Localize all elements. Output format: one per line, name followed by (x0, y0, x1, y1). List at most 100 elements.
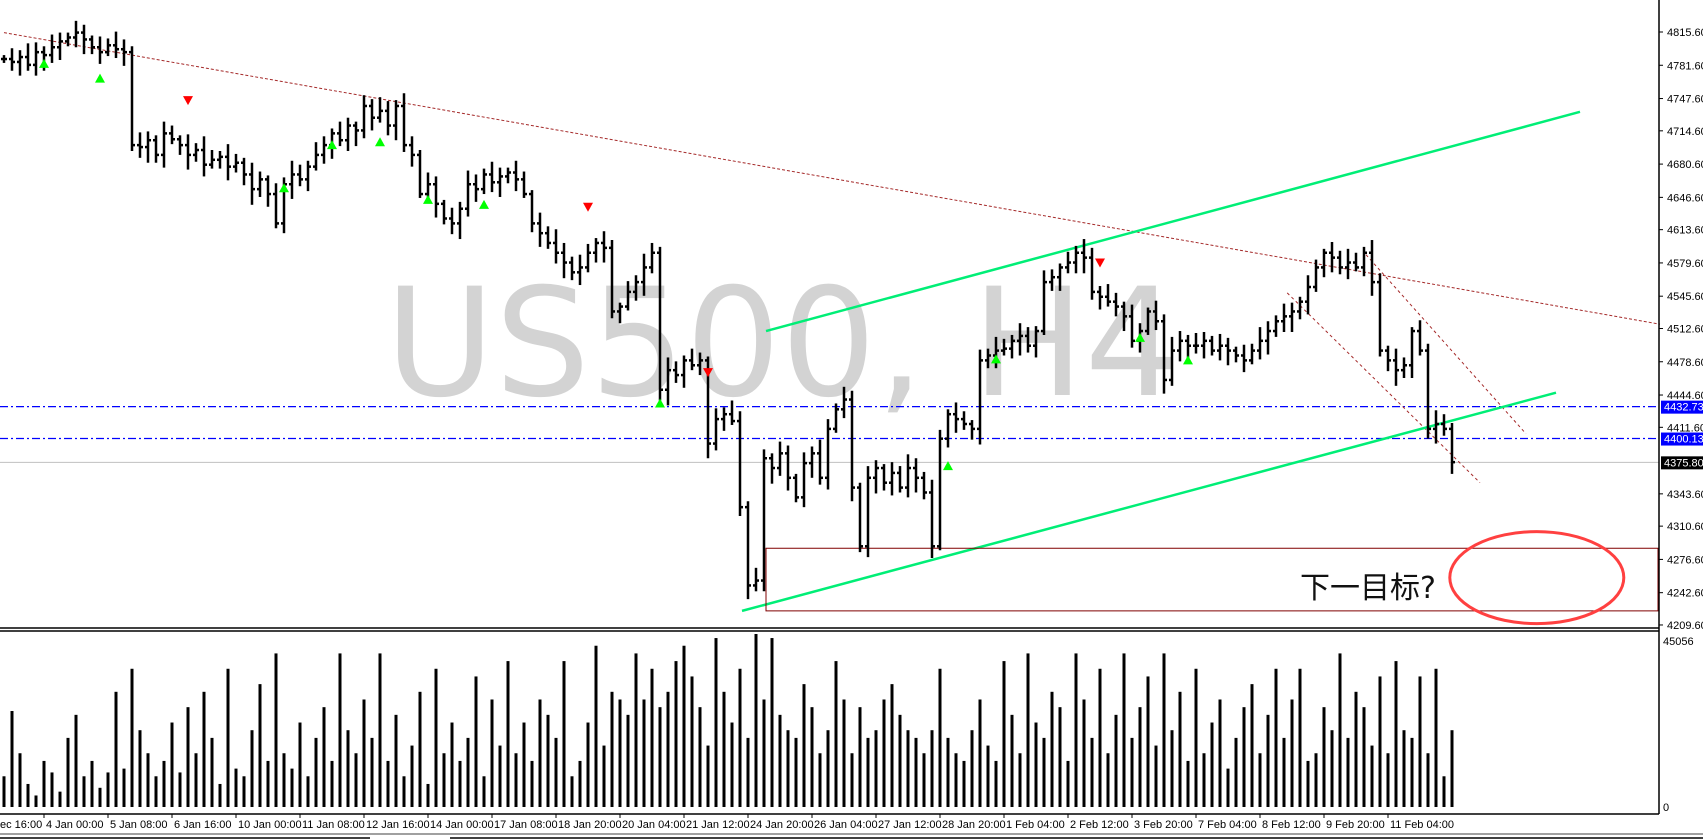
ohlc-bar (641, 253, 647, 296)
volume-bar (282, 753, 286, 807)
ohlc-bar (497, 167, 503, 197)
ohlc-bar (1345, 248, 1351, 280)
volume-bar (570, 776, 574, 807)
ohlc-bar (393, 100, 399, 141)
ohlc-bar (1113, 292, 1119, 317)
volume-bar (1338, 653, 1342, 807)
volume-bar (186, 707, 190, 807)
price-tick-label: 4343.60 (1667, 489, 1703, 501)
price-label-box (1661, 456, 1703, 470)
ohlc-bar (513, 160, 519, 192)
volume-bar (794, 737, 798, 807)
volume-bar (1298, 668, 1302, 807)
volume-bar (58, 791, 62, 807)
volume-bar (514, 753, 518, 807)
ohlc-bar (561, 242, 567, 279)
ohlc-bar (841, 386, 847, 419)
volume-bar (386, 760, 390, 807)
volume-bar (866, 737, 870, 807)
sell-arrow-icon (183, 96, 193, 106)
ohlc-bar (1361, 246, 1367, 277)
channel-lower-line (741, 391, 1557, 613)
ohlc-bar (593, 238, 599, 263)
ohlc-bar (249, 162, 255, 205)
volume-bar (434, 668, 438, 807)
ohlc-bar (537, 212, 543, 247)
ohlc-bar (1329, 241, 1335, 273)
ohlc-bar (1425, 343, 1431, 439)
volume-bar (1154, 745, 1158, 807)
ohlc-bar (697, 352, 703, 376)
volume-bar (274, 653, 278, 807)
volume-bar (642, 699, 646, 807)
volume-bar (1290, 699, 1294, 807)
ohlc-bar (553, 229, 559, 264)
ohlc-bar (825, 419, 831, 490)
volume-bar (930, 730, 934, 807)
volume-bar (482, 776, 486, 807)
ohlc-bar (1105, 284, 1111, 307)
volume-bar (98, 787, 102, 807)
price-tick-label: 4714.60 (1667, 126, 1703, 138)
volume-bar (338, 653, 342, 807)
volume-bar (1194, 668, 1198, 807)
volume-bar (402, 776, 406, 807)
ohlc-bar (865, 466, 871, 558)
ohlc-bar (1265, 321, 1271, 355)
ohlc-bar (225, 144, 231, 181)
time-tick-label: 7 Feb 04:00 (1198, 819, 1257, 831)
ohlc-bar (377, 97, 383, 123)
ohlc-bar (233, 153, 239, 173)
sell-arrow-icon (583, 202, 593, 212)
volume-bar (538, 699, 542, 807)
price-tick-label: 4276.60 (1667, 554, 1703, 566)
volume-bar (1218, 699, 1222, 807)
volume-bar (770, 638, 774, 807)
ohlc-bar (1401, 357, 1407, 378)
ohlc-bar (521, 171, 527, 198)
volume-bar (258, 684, 262, 807)
ohlc-bar (433, 176, 439, 218)
ohlc-bar (33, 42, 39, 76)
ohlc-bar (305, 160, 311, 192)
buy-arrow-icon (943, 461, 953, 471)
ohlc-bar (1353, 252, 1359, 272)
time-tick-label: 18 Jan 20:00 (558, 819, 622, 831)
time-tick-label: 11 Feb 04:00 (1390, 819, 1454, 831)
ohlc-bar (1129, 304, 1135, 348)
ohlc-bar (625, 281, 631, 311)
volume-bar (1242, 707, 1246, 807)
volume-bar (418, 691, 422, 807)
volume-bar (914, 737, 918, 807)
time-tick-label: 14 Jan 00:00 (430, 819, 494, 831)
time-tick-label: 3 Feb 20:00 (1134, 819, 1193, 831)
ohlc-bar (977, 349, 983, 445)
price-tick-label: 4444.60 (1667, 390, 1703, 402)
price-label: 4375.80 (1664, 457, 1703, 469)
volume-bar (458, 760, 462, 807)
ohlc-bar (369, 99, 375, 131)
time-tick-label: 10 Jan 00:00 (238, 819, 302, 831)
ohlc-bar (25, 43, 31, 71)
ohlc-bar (1369, 240, 1375, 296)
ohlc-bar (81, 24, 87, 55)
ohlc-bar (833, 403, 839, 433)
volume-bar (1114, 714, 1118, 807)
ohlc-bar (73, 20, 79, 48)
ohlc-bar (489, 161, 495, 193)
volume-bar (970, 730, 974, 807)
volume-bar (1034, 722, 1038, 807)
price-tick-label: 4411.60 (1667, 422, 1703, 434)
ohlc-bar (777, 441, 783, 476)
ohlc-bar (1417, 320, 1423, 356)
volume-bar (1226, 768, 1230, 807)
volume-bar (1330, 730, 1334, 807)
volume-bar (178, 772, 182, 807)
ohlc-bar (1225, 337, 1231, 366)
volume-bar (586, 722, 590, 807)
ohlc-bar (665, 357, 671, 406)
ohlc-bar (905, 454, 911, 498)
ohlc-bar (921, 471, 927, 500)
volume-bar (1122, 653, 1126, 807)
